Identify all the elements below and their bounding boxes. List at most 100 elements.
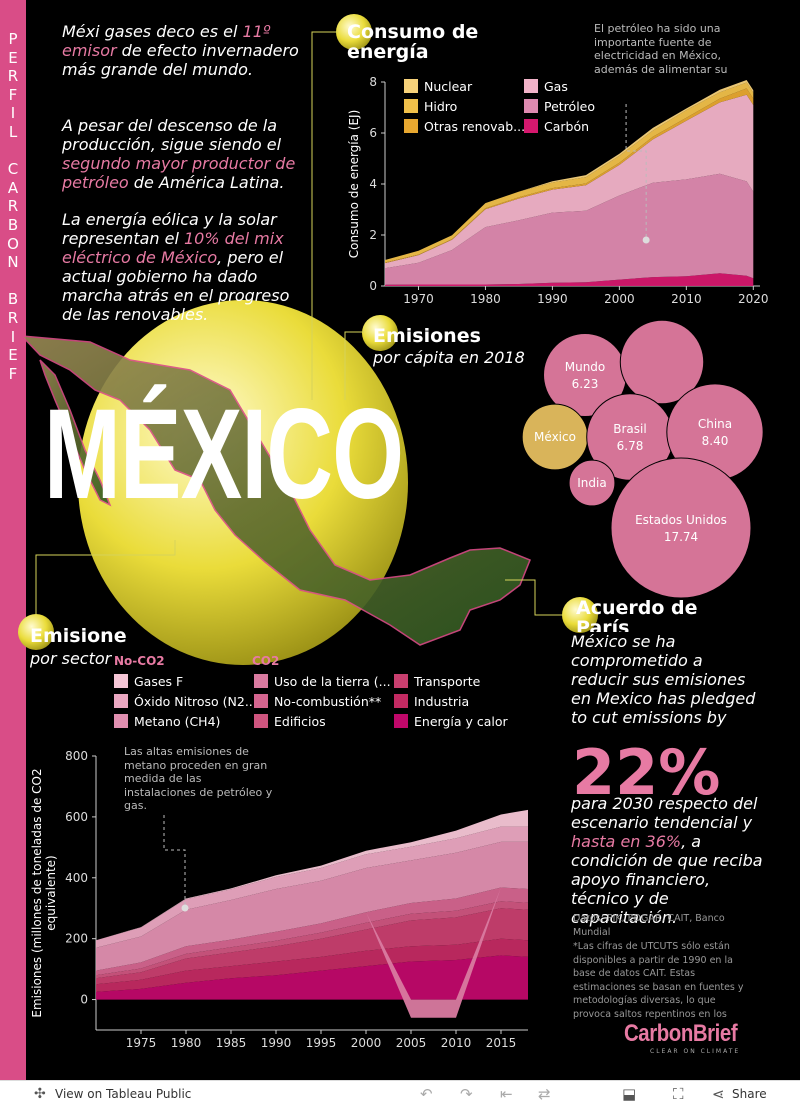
intro-paragraph-1: Méxi gases deco es el 11º emisor de efec… bbox=[62, 22, 299, 79]
legend-label: Edificios bbox=[274, 714, 326, 729]
y-tick-label: 2 bbox=[369, 228, 377, 242]
share-icon[interactable]: ⋖ bbox=[712, 1085, 725, 1103]
sector-annotation: Las altas emisiones de metano proceden e… bbox=[124, 745, 273, 812]
orb-energy bbox=[336, 14, 372, 50]
series-area-4 bbox=[96, 887, 528, 976]
paris-footnote: *Las cifras de UTCUTS sólo están disponi… bbox=[573, 941, 744, 1020]
percap-subtitle: por cápita en 2018 bbox=[373, 348, 525, 367]
series-area-0 bbox=[96, 955, 528, 1000]
y-tick-label: 6 bbox=[369, 126, 377, 140]
series-area-7 bbox=[96, 826, 528, 948]
bubble-value: 17.74 bbox=[664, 530, 698, 544]
series-area-4 bbox=[385, 82, 754, 263]
revert-icon[interactable]: ⇤ bbox=[500, 1085, 513, 1103]
legend-item: Energía y calor bbox=[394, 714, 508, 729]
legend-label: Uso de la tierra (... bbox=[274, 674, 391, 689]
series-area-6 bbox=[96, 841, 528, 971]
y-axis-label-line1: Emisiones (millones de toneladas de CO2 bbox=[30, 768, 44, 1017]
y-tick-label: 8 bbox=[369, 75, 377, 89]
tableau-footer: ✣ View on Tableau Public ↶ ↷ ⇤ ⇄ ⬓ ⛶ ⋖ S… bbox=[0, 1080, 800, 1108]
x-tick-label: 2020 bbox=[738, 292, 769, 306]
fullscreen-icon[interactable]: ⛶ bbox=[673, 1085, 684, 1103]
energy-title: Consumo de energía bbox=[347, 21, 479, 63]
legend-swatch bbox=[114, 674, 128, 688]
bubble-value: 6.78 bbox=[617, 439, 644, 453]
y-axis-label-line2: equivalente) bbox=[44, 855, 58, 931]
legend-label: Óxido Nitroso (N2... bbox=[134, 694, 257, 709]
series-area-8 bbox=[96, 809, 528, 941]
x-tick-label: 1970 bbox=[403, 292, 434, 306]
x-tick-label: 1980 bbox=[470, 292, 501, 306]
orb-percap bbox=[362, 315, 398, 351]
legend-swatch bbox=[254, 694, 268, 708]
logo-tagline: CLEAR ON CLIMATE bbox=[650, 1048, 741, 1055]
refresh-icon[interactable]: ⇄ bbox=[538, 1085, 551, 1103]
energy-annotation: El petróleo ha sido una importante fuent… bbox=[594, 22, 728, 76]
bubble-name: Estados Unidos bbox=[635, 513, 727, 527]
intro-paragraph-3: La energía eólica y la solar representan… bbox=[62, 210, 290, 324]
legend-swatch bbox=[254, 674, 268, 688]
y-tick-label: 0 bbox=[369, 279, 377, 293]
legend-label: Metano (CH4) bbox=[134, 714, 221, 729]
sector-annotation-dot bbox=[181, 904, 189, 912]
legend-swatch bbox=[404, 119, 418, 133]
bubble-India bbox=[568, 459, 616, 507]
legend-item: No-combustión** bbox=[254, 694, 381, 709]
bubble-Estados Unidos bbox=[610, 457, 752, 599]
x-tick-label: 2000 bbox=[604, 292, 635, 306]
x-tick-label: 1995 bbox=[306, 1036, 337, 1050]
legend-item: Transporte bbox=[394, 674, 480, 689]
series-area-0 bbox=[385, 273, 754, 286]
legend-label: Industria bbox=[414, 694, 470, 709]
share-button[interactable]: Share bbox=[732, 1087, 767, 1101]
redo-icon[interactable]: ↷ bbox=[460, 1085, 473, 1103]
legend-item: Nuclear bbox=[404, 79, 472, 94]
x-tick-label: 1980 bbox=[171, 1036, 202, 1050]
paris-sources: Datos: PIK, EDGAR, CAIT, Banco Mundial bbox=[573, 913, 725, 938]
bubble-value: 8.40 bbox=[702, 434, 729, 448]
legend-label: Energía y calor bbox=[414, 714, 508, 729]
energy-annotation-dot bbox=[642, 236, 650, 244]
legend-swatch bbox=[394, 674, 408, 688]
legend-swatch bbox=[114, 694, 128, 708]
legend-label: Gas bbox=[544, 79, 568, 94]
legend-label: Otras renovab... bbox=[424, 119, 526, 134]
y-axis-label: Consumo de energía (EJ) bbox=[347, 110, 361, 259]
sidebar-strip: P E R F I L C A R B O N B R I E F bbox=[0, 0, 26, 1080]
legend-item: Hidro bbox=[404, 99, 457, 114]
y-tick-label: 800 bbox=[65, 749, 88, 763]
paris-big-percent: 22% bbox=[572, 736, 721, 809]
orb-paris bbox=[562, 597, 598, 633]
legend-label: Gases F bbox=[134, 674, 184, 689]
y-tick-label: 0 bbox=[80, 993, 88, 1007]
legend-item: Óxido Nitroso (N2... bbox=[114, 694, 257, 709]
sector-annotation-leader bbox=[163, 815, 186, 908]
legend-label: No-combustión** bbox=[274, 694, 382, 709]
bubble-name: India bbox=[577, 476, 606, 490]
y-tick-label: 200 bbox=[65, 932, 88, 946]
legend-label: Transporte bbox=[414, 674, 481, 689]
legend-label: Hidro bbox=[424, 99, 458, 114]
bubble-name: Mundo bbox=[565, 360, 606, 374]
paris-text-b: para 2030 respecto del escenario tendenc… bbox=[571, 794, 763, 927]
series-area-3 bbox=[385, 88, 754, 264]
series-area-1 bbox=[385, 173, 754, 285]
carbonbrief-logo: CarbonBrief CLEAR ON CLIMATE bbox=[624, 1020, 757, 1055]
sector-title: Emisione bbox=[30, 625, 127, 647]
legend-item: Industria bbox=[394, 694, 469, 709]
x-tick-label: 1990 bbox=[261, 1036, 292, 1050]
undo-icon[interactable]: ↶ bbox=[420, 1085, 433, 1103]
paris-text-a: México se ha comprometido a reducir sus … bbox=[571, 632, 756, 727]
legend-swatch bbox=[114, 714, 128, 728]
x-tick-label: 2015 bbox=[486, 1036, 517, 1050]
legend-label: Petróleo bbox=[544, 99, 596, 114]
series-area-3 bbox=[96, 901, 528, 979]
intro-paragraph-2: A pesar del descenso de la producción, s… bbox=[62, 116, 296, 192]
legend-swatch bbox=[394, 694, 408, 708]
legend-swatch bbox=[404, 79, 418, 93]
legend-swatch bbox=[524, 99, 538, 113]
x-tick-label: 2010 bbox=[441, 1036, 472, 1050]
sector-chart: 1975 1980 1985 1990 1995 2000 2005 2010 2015 0 200… bbox=[30, 749, 528, 1050]
download-icon[interactable]: ⬓ bbox=[622, 1085, 637, 1103]
view-on-tableau-link[interactable]: View on Tableau Public bbox=[55, 1087, 192, 1101]
